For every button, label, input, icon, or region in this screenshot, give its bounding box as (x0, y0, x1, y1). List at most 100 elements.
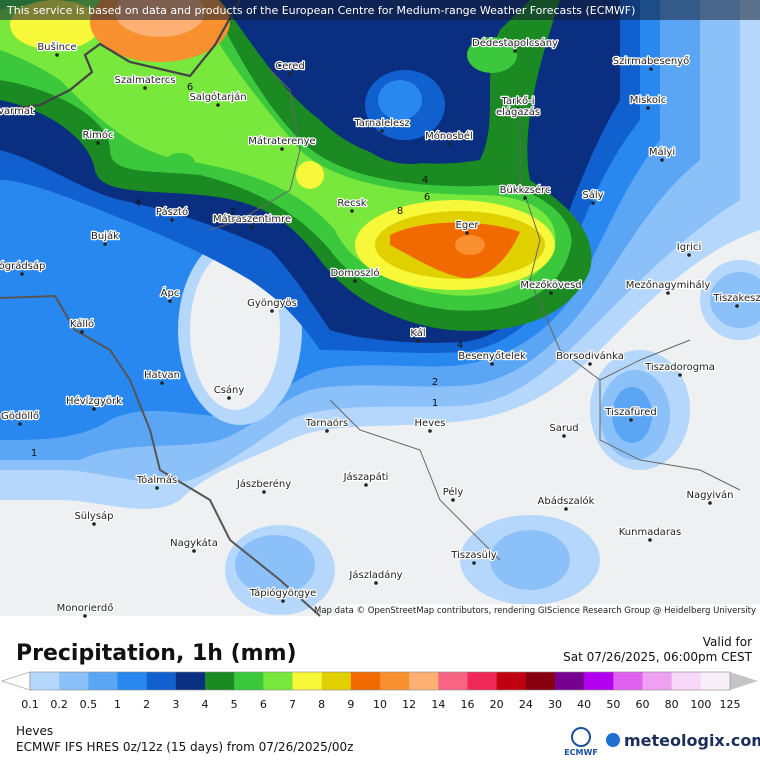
place-label: Tarnalelesz (353, 118, 409, 129)
colorbar-frame (29, 671, 731, 691)
contour-label: 1 (432, 398, 438, 409)
place-dot (660, 158, 664, 162)
place-dot (490, 362, 494, 366)
place-dot (428, 429, 432, 433)
colorbar-label: 9 (347, 698, 354, 711)
place-label: Jászberény (236, 478, 291, 490)
place-dot (270, 309, 274, 313)
colorbar-label: 0.5 (80, 698, 98, 711)
place-dot (160, 381, 164, 385)
contour-label: 2 (432, 377, 438, 388)
place-dot (646, 106, 650, 110)
place-label: Tiszasüly (450, 550, 496, 561)
place-dot (18, 422, 22, 426)
colorbar-label: 5 (231, 698, 238, 711)
attribution: Map data © OpenStreetMap contributors, r… (314, 606, 756, 616)
place-dot (20, 272, 24, 276)
brand: meteologix.com (624, 731, 760, 750)
place-dot (83, 614, 87, 618)
place-dot (55, 53, 59, 57)
ecmwf-icon (571, 727, 591, 747)
colorbar-label: 3 (172, 698, 179, 711)
place-dot (364, 483, 368, 487)
place-label: Tiszadorogma (644, 362, 715, 373)
place-label: Besenyőtelek (458, 350, 526, 362)
place-dot (192, 549, 196, 553)
place-dot (708, 501, 712, 505)
place-dot (588, 362, 592, 366)
place-label: Hévízgyörk (66, 395, 122, 407)
place-dot (416, 339, 420, 343)
place-dot (472, 561, 476, 565)
place-dot (353, 279, 357, 283)
colorbar-label: 80 (665, 698, 679, 711)
place-label: Mátraszentimre (213, 213, 291, 225)
colorbar-cell (175, 672, 206, 690)
region: Heves (16, 724, 53, 738)
ecmwf-logo: ECMWF (564, 748, 598, 757)
brand-icon (606, 733, 620, 747)
place-label: elágazás (496, 106, 540, 118)
colorbar-label: 16 (461, 698, 475, 711)
colorbar: 0.1 0.2 0.5 1 2 3 4 5 6 7 8 9 10 12 14 16 20 24 30 40 50 60 80… (1, 671, 758, 711)
place-label: Tápiógyörgye (249, 587, 317, 599)
place-dot (629, 418, 633, 422)
place-dot (549, 291, 553, 295)
colorbar-cell (438, 672, 468, 690)
colorbar-cell (292, 672, 322, 690)
place-dot (155, 486, 159, 490)
colorbar-over (730, 672, 758, 690)
place-dot (216, 103, 220, 107)
colorbar-label: 50 (606, 698, 620, 711)
colorbar-cell (234, 672, 264, 690)
place-label: Mályi (649, 146, 675, 158)
place-dot (564, 507, 568, 511)
place-dot (96, 141, 100, 145)
place-label: Kál (410, 327, 425, 339)
place-label: Salgótarján (189, 91, 246, 103)
place-dot (170, 218, 174, 222)
colorbar-label: 20 (490, 698, 504, 711)
place-dot (350, 209, 354, 213)
place-dot (80, 330, 84, 334)
place-label: Mátraterenye (248, 135, 315, 147)
contour-label: 4 (135, 198, 141, 209)
contour-label: 4 (457, 340, 463, 351)
colorbar-label: 30 (548, 698, 562, 711)
place-label: Tiszafüred (604, 407, 656, 418)
place-label: Sarud (549, 423, 578, 434)
colorbar-label: 14 (431, 698, 445, 711)
place-label: Bükkzsérc (500, 184, 551, 196)
notice: This service is based on data and produc… (6, 4, 635, 17)
colorbar-label: 10 (373, 698, 387, 711)
place-label: Domoszló (330, 267, 379, 279)
colorbar-cell (555, 672, 585, 690)
place-label: Tiszakesz (712, 293, 760, 304)
colorbar-label: 0.2 (50, 698, 68, 711)
place-label: Monorierdő (57, 602, 114, 614)
colorbar-cell (613, 672, 643, 690)
colorbar-label: 4 (202, 698, 209, 711)
place-dot (735, 304, 739, 308)
place-label: Kunmadaras (619, 527, 682, 538)
place-label: Mezőkövesd (520, 279, 581, 291)
place-dot (325, 429, 329, 433)
place-label: Jászapáti (343, 471, 389, 483)
place-label: Borsodivánka (556, 350, 624, 362)
place-label: Sály (582, 189, 603, 201)
colorbar-label: 125 (720, 698, 741, 711)
colorbar-cell (584, 672, 614, 690)
colorbar-cell (117, 672, 147, 690)
colorbar-label: 40 (577, 698, 591, 711)
place-label: Buják (91, 230, 119, 242)
colorbar-cell (380, 672, 410, 690)
place-dot (143, 86, 147, 90)
colorbar-label: 60 (636, 698, 650, 711)
place-dot (687, 253, 691, 257)
place-label: Szalmatercs (114, 75, 175, 86)
colorbar-cell (59, 672, 89, 690)
place-label: Pély (443, 486, 464, 498)
colorbar-cell (409, 672, 439, 690)
